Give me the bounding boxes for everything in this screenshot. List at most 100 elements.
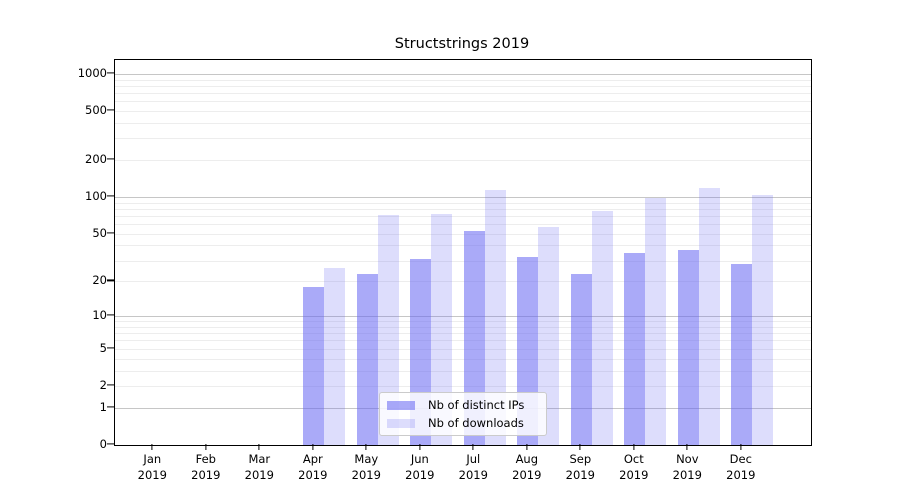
y-tick-label: 50 [92, 225, 107, 240]
month-text: Nov [676, 452, 699, 466]
legend-label: Nb of distinct IPs [428, 398, 525, 412]
year-text: 2019 [298, 467, 328, 482]
year-text: 2019 [351, 467, 381, 482]
minor-gridline [115, 245, 811, 247]
legend-item-downloads: Nb of downloads [387, 416, 538, 430]
y-tick-mark [107, 384, 114, 386]
bar-downloads-nov [698, 187, 720, 445]
y-tick-mark [107, 443, 114, 445]
minor-gridline [115, 385, 811, 387]
bar-downloads-aug [538, 226, 560, 445]
bar-ips-dec [731, 264, 753, 445]
month-text: Apr [302, 452, 323, 466]
plot-area [114, 59, 812, 446]
minor-gridline [115, 111, 811, 113]
x-tick-mark [633, 444, 635, 450]
x-tick-label-sep: Sep 2019 [545, 452, 615, 483]
chart-title: Structstrings 2019 [394, 36, 530, 52]
x-tick-label-jan: Jan 2019 [117, 452, 187, 483]
month-text: Jul [466, 452, 481, 466]
y-tick-mark [107, 109, 114, 111]
y-tick-label: 20 [92, 273, 107, 288]
month-text: Dec [729, 452, 752, 466]
x-tick-mark [526, 444, 528, 450]
y-tick-label: 500 [85, 103, 107, 118]
minor-gridline [115, 340, 811, 342]
legend-label: Nb of downloads [428, 416, 524, 430]
month-text: Jan [143, 452, 162, 466]
y-tick-label: 100 [85, 189, 107, 204]
major-gridline [115, 197, 811, 199]
x-tick-mark [686, 444, 688, 450]
bar-ips-oct [624, 252, 646, 445]
x-tick-mark [419, 444, 421, 450]
minor-gridline [115, 101, 811, 103]
bar-ips-apr [303, 286, 325, 445]
minor-gridline [115, 233, 811, 235]
bar-ips-may [356, 274, 378, 445]
year-text: 2019 [405, 467, 435, 482]
x-tick-mark [740, 444, 742, 450]
bar-downloads-sep [591, 210, 613, 445]
x-tick-label-feb: Feb 2019 [171, 452, 241, 483]
month-text: Mar [248, 452, 271, 466]
y-tick-label: 1 [99, 399, 107, 414]
bar-downloads-jun [431, 213, 453, 445]
month-text: May [354, 452, 379, 466]
bar-downloads-may [377, 214, 399, 445]
year-text: 2019 [672, 467, 702, 482]
x-tick-label-jul: Jul 2019 [438, 452, 508, 483]
bar-downloads-apr [324, 267, 346, 445]
y-tick-label: 2 [99, 377, 107, 392]
y-tick-label: 10 [92, 308, 107, 323]
year-text: 2019 [458, 467, 488, 482]
y-tick-mark [107, 72, 114, 74]
month-text: Jun [410, 452, 429, 466]
minor-gridline [115, 92, 811, 94]
y-tick-mark [107, 195, 114, 197]
bar-downloads-oct [645, 197, 667, 445]
minor-gridline [115, 326, 811, 328]
x-tick-label-may: May 2019 [331, 452, 401, 483]
x-tick-label-nov: Nov 2019 [652, 452, 722, 483]
minor-gridline [115, 79, 811, 81]
minor-gridline [115, 122, 811, 124]
x-tick-mark [365, 444, 367, 450]
x-tick-label-oct: Oct 2019 [599, 452, 669, 483]
year-text: 2019 [726, 467, 756, 482]
legend: Nb of distinct IPs Nb of downloads [379, 392, 547, 436]
y-tick-mark [107, 158, 114, 160]
month-text: Oct [623, 452, 644, 466]
x-tick-mark [472, 444, 474, 450]
y-tick-label: 1000 [77, 65, 107, 80]
minor-gridline [115, 215, 811, 217]
y-tick-mark [107, 406, 114, 408]
month-text: Feb [195, 452, 216, 466]
year-text: 2019 [191, 467, 221, 482]
distinct-ips-swatch [387, 400, 415, 410]
year-text: 2019 [244, 467, 274, 482]
x-tick-label-dec: Dec 2019 [706, 452, 776, 483]
minor-gridline [115, 281, 811, 283]
bar-downloads-jul [484, 189, 506, 445]
minor-gridline [115, 370, 811, 372]
major-gridline [115, 316, 811, 318]
bar-ips-jul [463, 230, 485, 445]
x-tick-label-jun: Jun 2019 [385, 452, 455, 483]
month-text: Aug [515, 452, 539, 466]
x-tick-label-aug: Aug 2019 [492, 452, 562, 483]
x-tick-mark [258, 444, 260, 450]
y-tick-label: 5 [99, 340, 107, 355]
bar-downloads-dec [752, 194, 774, 445]
x-tick-label-mar: Mar 2019 [224, 452, 294, 483]
minor-gridline [115, 333, 811, 335]
month-text: Sep [569, 452, 592, 466]
x-tick-label-apr: Apr 2019 [278, 452, 348, 483]
year-text: 2019 [565, 467, 595, 482]
y-tick-label: 200 [85, 152, 107, 167]
year-text: 2019 [619, 467, 649, 482]
minor-gridline [115, 224, 811, 226]
x-tick-mark [151, 444, 153, 450]
minor-gridline [115, 208, 811, 210]
